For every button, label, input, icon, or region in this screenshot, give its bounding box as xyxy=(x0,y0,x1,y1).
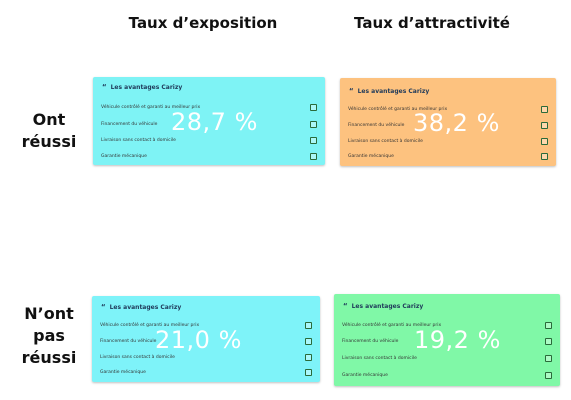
benefit-item: Livraison sans contact à domicile xyxy=(100,354,312,361)
row-label-line: pas xyxy=(33,326,65,345)
checkbox-icon xyxy=(305,338,312,345)
percentage-value: 21,0 % xyxy=(155,326,242,354)
benefit-text: Financement du véhicule xyxy=(101,122,158,127)
benefit-text: Véhicule contrôlé et garanti au meilleur… xyxy=(348,107,448,112)
quote-icon: “ xyxy=(102,83,107,91)
checkbox-icon xyxy=(541,106,548,113)
checkbox-icon xyxy=(545,355,552,362)
checkbox-icon xyxy=(310,104,317,111)
benefit-text: Financement du véhicule xyxy=(348,123,405,128)
benefit-text: Garantie mécanique xyxy=(342,373,388,378)
row-label-not-succeeded: N’ont pas réussi xyxy=(10,303,88,369)
percentage-value: 38,2 % xyxy=(413,109,500,137)
checkbox-icon xyxy=(545,322,552,329)
checkbox-icon xyxy=(305,369,312,376)
card-attractiveness-not-succeeded: “ Les avantages Carizy Véhicule contrôlé… xyxy=(334,294,560,386)
benefit-item: Livraison sans contact à domicile xyxy=(348,138,548,145)
card-title-text: Les avantages Carizy xyxy=(109,303,182,311)
benefit-text: Véhicule contrôlé et garanti au meilleur… xyxy=(342,323,442,328)
checkbox-icon xyxy=(310,121,317,128)
card-title: “ Les avantages Carizy xyxy=(101,303,181,311)
checkbox-icon xyxy=(305,354,312,361)
card-title: “ Les avantages Carizy xyxy=(343,302,423,310)
card-title-text: Les avantages Carizy xyxy=(357,87,430,95)
card-title: “ Les avantages Carizy xyxy=(349,87,429,95)
benefit-item: Garantie mécanique xyxy=(348,153,548,160)
column-header-attractiveness: Taux d’attractivité xyxy=(354,14,510,32)
row-label-line: Ont xyxy=(32,110,66,129)
row-label-line: réussi xyxy=(21,348,77,367)
benefit-item: Financement du véhicule xyxy=(342,338,552,345)
benefit-item: Garantie mécanique xyxy=(100,369,312,376)
benefit-item: Financement du véhicule xyxy=(348,122,548,129)
benefit-item: Garantie mécanique xyxy=(342,372,552,379)
column-header-exposure: Taux d’exposition xyxy=(128,14,278,32)
benefit-item: Véhicule contrôlé et garanti au meilleur… xyxy=(101,104,317,111)
benefit-text: Financement du véhicule xyxy=(100,339,157,344)
checkbox-icon xyxy=(545,372,552,379)
benefit-item: Véhicule contrôlé et garanti au meilleur… xyxy=(342,322,552,329)
checkbox-icon xyxy=(310,153,317,160)
benefit-text: Garantie mécanique xyxy=(101,154,147,159)
checkbox-icon xyxy=(541,138,548,145)
checkbox-icon xyxy=(545,338,552,345)
percentage-value: 28,7 % xyxy=(171,108,258,136)
benefit-text: Livraison sans contact à domicile xyxy=(101,138,176,143)
benefit-text: Véhicule contrôlé et garanti au meilleur… xyxy=(101,105,201,110)
card-title-text: Les avantages Carizy xyxy=(110,83,183,91)
benefit-text: Véhicule contrôlé et garanti au meilleur… xyxy=(100,323,200,328)
benefit-text: Livraison sans contact à domicile xyxy=(342,356,417,361)
benefit-item: Livraison sans contact à domicile xyxy=(342,355,552,362)
benefit-item: Véhicule contrôlé et garanti au meilleur… xyxy=(348,106,548,113)
checkbox-icon xyxy=(541,153,548,160)
quote-icon: “ xyxy=(101,303,106,311)
benefit-item: Véhicule contrôlé et garanti au meilleur… xyxy=(100,322,312,329)
row-label-line: N’ont xyxy=(24,304,74,323)
row-label-line: réussi xyxy=(21,132,77,151)
benefit-text: Livraison sans contact à domicile xyxy=(100,355,175,360)
benefit-text: Financement du véhicule xyxy=(342,339,399,344)
checkbox-icon xyxy=(541,122,548,129)
card-title: “ Les avantages Carizy xyxy=(102,83,182,91)
row-label-succeeded: Ont réussi xyxy=(10,109,88,153)
benefit-item: Financement du véhicule xyxy=(100,338,312,345)
benefit-item: Garantie mécanique xyxy=(101,153,317,160)
benefit-item: Livraison sans contact à domicile xyxy=(101,137,317,144)
benefit-item: Financement du véhicule xyxy=(101,121,317,128)
card-attractiveness-succeeded: “ Les avantages Carizy Véhicule contrôlé… xyxy=(340,78,556,166)
percentage-value: 19,2 % xyxy=(414,326,501,354)
checkbox-icon xyxy=(310,137,317,144)
checkbox-icon xyxy=(305,322,312,329)
benefit-text: Garantie mécanique xyxy=(100,370,146,375)
card-title-text: Les avantages Carizy xyxy=(351,302,424,310)
benefit-text: Livraison sans contact à domicile xyxy=(348,139,423,144)
quote-icon: “ xyxy=(349,87,354,95)
card-exposure-succeeded: “ Les avantages Carizy Véhicule contrôlé… xyxy=(93,77,325,165)
quote-icon: “ xyxy=(343,302,348,310)
benefit-text: Garantie mécanique xyxy=(348,154,394,159)
card-exposure-not-succeeded: “ Les avantages Carizy Véhicule contrôlé… xyxy=(92,296,320,382)
